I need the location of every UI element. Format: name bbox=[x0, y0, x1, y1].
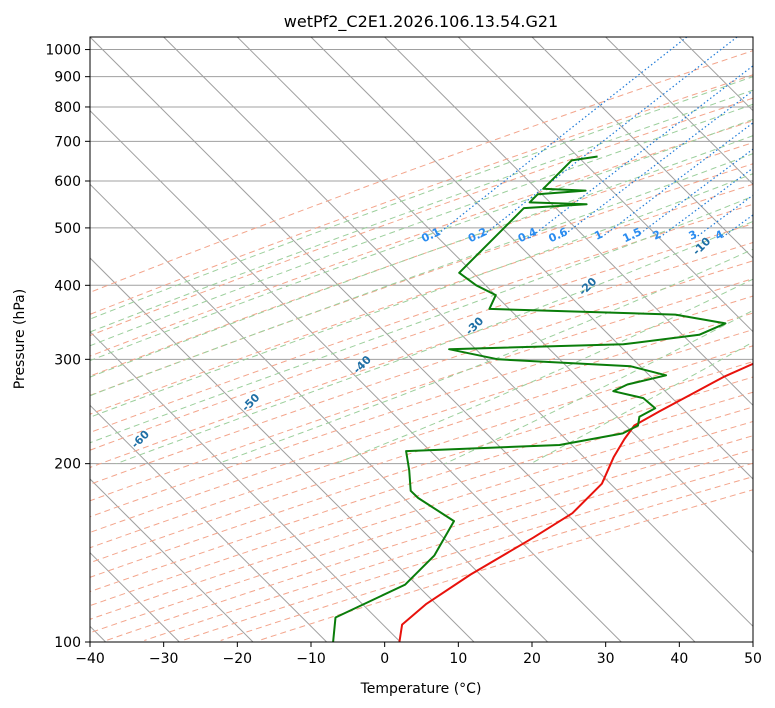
x-tick-label: −20 bbox=[223, 651, 253, 667]
mixing-ratio-line bbox=[658, 167, 753, 239]
dry-adiabat bbox=[90, 345, 753, 564]
isotherm-line bbox=[90, 257, 475, 642]
x-axis-label: Temperature (°C) bbox=[360, 681, 482, 697]
isotherm-line bbox=[531, 37, 753, 259]
dry-adiabat bbox=[90, 203, 753, 433]
y-tick-label: 800 bbox=[54, 100, 81, 116]
x-tick-label: 20 bbox=[523, 651, 541, 667]
isotherm-line bbox=[310, 37, 753, 480]
dry-adiabat bbox=[90, 420, 753, 634]
dry-adiabat bbox=[90, 376, 753, 593]
dry-adiabat bbox=[90, 406, 753, 620]
isotherm-line bbox=[605, 37, 753, 186]
x-tick-label: −40 bbox=[75, 651, 105, 667]
isotherm-line bbox=[457, 37, 753, 333]
isotherm-line bbox=[90, 37, 696, 642]
plot-frame bbox=[89, 36, 754, 643]
dry-adiabat bbox=[90, 97, 753, 337]
moist-adiabat bbox=[90, 173, 753, 418]
y-tick-label: 600 bbox=[54, 174, 81, 190]
y-tick-label: 500 bbox=[54, 221, 81, 237]
y-axis-label: Pressure (hPa) bbox=[12, 289, 28, 389]
y-tick-label: 100 bbox=[54, 635, 81, 651]
moist-adiabat bbox=[90, 118, 753, 362]
moist-adiabat bbox=[90, 89, 753, 333]
dewpoint-profile-line bbox=[332, 155, 727, 642]
dry-adiabat bbox=[90, 391, 753, 607]
dry-adiabat bbox=[90, 223, 753, 451]
y-tick-label: 700 bbox=[54, 134, 81, 150]
moist-adiabat bbox=[90, 135, 753, 378]
dry-adiabat bbox=[105, 435, 753, 641]
dry-adiabat bbox=[90, 278, 753, 502]
isotherm-line bbox=[90, 404, 328, 642]
x-tick-label: −30 bbox=[149, 651, 179, 667]
isotherm-line bbox=[90, 183, 549, 642]
x-tick-label: 40 bbox=[670, 651, 688, 667]
dry-adiabat bbox=[90, 183, 753, 415]
isotherm-label: -70 bbox=[19, 463, 42, 486]
isotherm-line bbox=[236, 37, 753, 554]
isotherm-line bbox=[384, 37, 753, 407]
chart-title: wetPf2_C2E1.2026.106.13.54.G21 bbox=[284, 12, 558, 32]
moist-adiabat bbox=[335, 278, 753, 465]
moist-adiabat bbox=[444, 309, 753, 465]
dry-adiabat bbox=[90, 260, 753, 485]
y-tick-label: 200 bbox=[54, 457, 81, 473]
mixing-ratio-label: 6 bbox=[752, 228, 765, 243]
x-tick-label: −10 bbox=[296, 651, 326, 667]
dry-adiabat bbox=[90, 361, 753, 578]
y-tick-label: 900 bbox=[54, 70, 81, 86]
moist-adiabat bbox=[217, 248, 753, 465]
dry-adiabat bbox=[90, 329, 753, 549]
y-tick-label: 400 bbox=[54, 278, 81, 294]
mixing-ratio-line bbox=[478, 37, 738, 239]
isotherm-line bbox=[752, 37, 753, 38]
isotherm-line bbox=[163, 37, 753, 628]
plot-background bbox=[90, 37, 753, 642]
dry-adiabat bbox=[90, 142, 753, 377]
moist-adiabat bbox=[90, 153, 753, 397]
x-tick-label: 10 bbox=[449, 651, 467, 667]
moist-adiabat bbox=[90, 76, 753, 320]
isotherm-line bbox=[90, 109, 622, 642]
dry-adiabat bbox=[90, 295, 753, 518]
isotherm-line bbox=[90, 330, 401, 642]
moist-adiabat bbox=[90, 195, 753, 444]
moist-adiabat bbox=[90, 103, 753, 347]
mixing-ratio-line bbox=[760, 37, 775, 238]
temperature-profile-line bbox=[398, 362, 753, 642]
mixing-ratio-line bbox=[559, 89, 753, 239]
x-tick-label: 30 bbox=[597, 651, 615, 667]
x-tick-label: 50 bbox=[744, 651, 762, 667]
dry-adiabat bbox=[90, 241, 753, 468]
y-tick-label: 300 bbox=[54, 352, 81, 368]
y-tick-label: 1000 bbox=[45, 43, 81, 59]
x-tick-label: 0 bbox=[380, 651, 389, 667]
